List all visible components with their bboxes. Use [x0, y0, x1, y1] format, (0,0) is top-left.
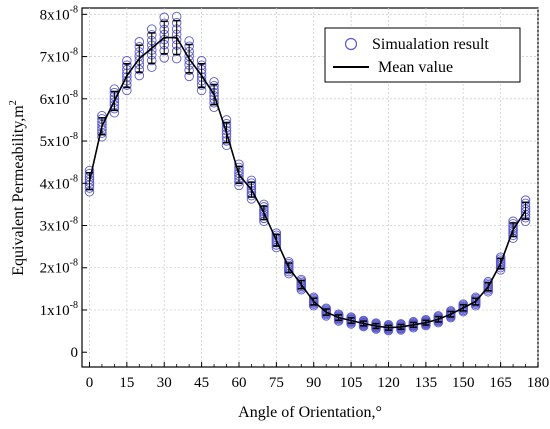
y-tick-exponent: -8: [70, 300, 78, 311]
mean-line-layer: [88, 36, 527, 329]
x-tick-label: 90: [306, 375, 321, 391]
x-tick-label: 165: [489, 375, 512, 391]
tick-layer: 0 15 30 45 60 75 90 105 120 135 150 165 180 0 1x10-8 2x…: [40, 4, 550, 391]
y-axis-title-text: Equivalent Permeability,m: [10, 105, 27, 276]
grid-layer: [82, 8, 539, 367]
legend-label-mean: Mean value: [378, 59, 453, 76]
x-tick-label: 180: [527, 375, 550, 391]
y-tick-exponent: -8: [70, 4, 78, 15]
y-tick-label: 7x10-8: [40, 47, 78, 66]
x-tick-label: 60: [231, 375, 246, 391]
y-tick-exponent: -8: [70, 89, 78, 100]
y-tick-exponent: -8: [70, 258, 78, 269]
y-tick-label: 3x10-8: [40, 216, 78, 235]
y-tick-label: 2x10-8: [40, 258, 78, 277]
x-tick-label: 120: [377, 375, 400, 391]
mean-value-line: [88, 36, 527, 329]
y-axis-title: Equivalent Permeability,m2: [8, 100, 27, 275]
y-tick-label: 0: [71, 345, 79, 361]
y-axis-title-superscript: 2: [8, 100, 19, 105]
y-tick-exponent: -8: [70, 216, 78, 227]
simulation-point: [147, 24, 157, 34]
legend-marker-circle-icon: [344, 37, 358, 51]
y-tick-label: 4x10-8: [40, 173, 78, 192]
x-tick-label: 135: [415, 375, 438, 391]
x-tick-label: 150: [452, 375, 475, 391]
x-axis-title: Angle of Orientation,°: [238, 404, 382, 421]
y-tick-exponent: -8: [70, 47, 78, 58]
x-tick-label: 30: [157, 375, 172, 391]
y-tick-label: 8x10-8: [40, 4, 78, 23]
legend-label-simulation: Simualation result: [372, 36, 489, 53]
x-tick-label: 105: [340, 375, 363, 391]
legend: Simualation result Mean value: [324, 27, 521, 83]
x-tick-label: 15: [119, 375, 134, 391]
y-tick-label: 5x10-8: [40, 131, 78, 150]
legend-box: [324, 27, 521, 83]
plot-frame: [81, 7, 539, 368]
y-tick-label: 6x10-8: [40, 89, 78, 108]
y-tick-label: 1x10-8: [40, 300, 78, 319]
x-tick-label: 45: [194, 375, 209, 391]
simulation-point: [171, 11, 182, 22]
y-tick-exponent: -8: [70, 173, 78, 184]
y-tick-exponent: -8: [70, 131, 78, 142]
x-tick-label: 75: [269, 375, 284, 391]
x-tick-label: 0: [86, 375, 94, 391]
